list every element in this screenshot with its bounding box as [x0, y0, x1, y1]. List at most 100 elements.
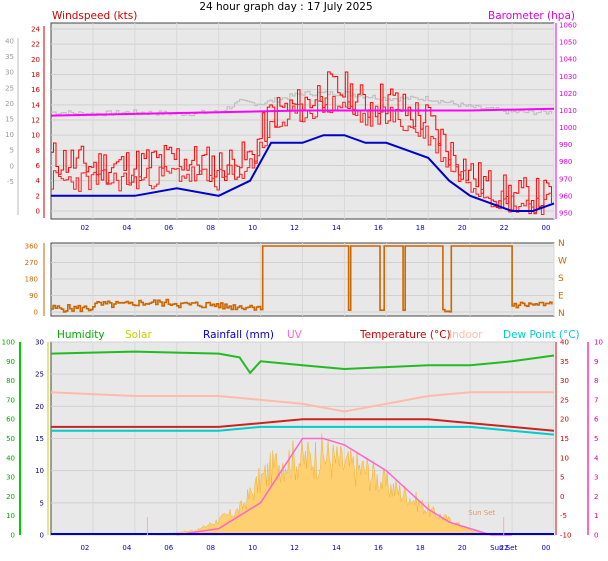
wind-tick-label: 8: [36, 147, 40, 155]
direction-degree-label: 90: [29, 292, 38, 300]
page-title: 24 hour graph day : 17 July 2025: [199, 1, 372, 13]
legend-label: Solar: [125, 329, 152, 341]
legend-label: Humidity: [57, 329, 105, 341]
humidity-tick-label: 80: [6, 377, 15, 385]
solar-tick-label: 25: [35, 371, 44, 379]
barometer-line: [50, 107, 555, 117]
compass-label: N: [558, 309, 565, 319]
uv-tick-label: 1: [594, 512, 598, 520]
wind-x-tick-label: 20: [458, 224, 467, 232]
wind-x-tick-label: 14: [332, 224, 341, 232]
sun-set-axis-label: Sun Set: [490, 544, 517, 552]
solar-tick-label: 0: [40, 532, 44, 540]
wind-average-smooth-line: [51, 134, 555, 212]
wind-tick-label: 20: [31, 56, 40, 64]
windspeed-label: Windspeed (kts): [52, 10, 137, 22]
legend-label: UV: [287, 329, 303, 341]
humidity-tick-label: 60: [6, 416, 15, 424]
wind-tick-label: 4: [36, 177, 41, 185]
indoor-pressure-line: [51, 90, 553, 117]
temperature-x-tick-label: 14: [332, 544, 341, 552]
wind-far-tick-label: 40: [5, 38, 14, 46]
barometer-tick-label: 1000: [559, 124, 577, 132]
wind-tick-label: 6: [36, 162, 41, 170]
wind-tick-label: 18: [31, 71, 40, 79]
wind-far-tick-label: 5: [10, 147, 14, 155]
temperature-panel-legend: Humidity Solar Rainfall (mm) UV Temperature …: [57, 329, 580, 341]
wind-far-tick-label: 25: [5, 84, 14, 92]
temperature-tick-label: 20: [560, 416, 569, 424]
uv-tick-label: 5: [594, 435, 598, 443]
barometer-label: Barometer (hpa): [488, 10, 575, 22]
direction-series: [51, 245, 553, 313]
barometer-tick-label: 1030: [559, 73, 577, 81]
legend-label: Indoor: [449, 329, 483, 341]
temperature-tick-label: 35: [560, 358, 569, 366]
humidity-tick-label: 50: [6, 435, 15, 443]
temperature-tick-label: -10: [560, 532, 571, 540]
barometer-tick-label: 970: [559, 175, 572, 183]
wind-x-tick-label: 18: [416, 224, 425, 232]
wind-tick-label: 14: [31, 101, 40, 109]
temperature-x-tick-label: 16: [374, 544, 383, 552]
temperature-x-tick-label: 06: [164, 544, 173, 552]
humidity-tick-label: 70: [6, 396, 15, 404]
humidity-tick-label: 40: [6, 454, 15, 462]
compass-label: E: [558, 292, 564, 302]
wind-far-tick-label: 0: [10, 162, 14, 170]
sun-set-label: Sun Set: [468, 509, 495, 517]
uv-tick-label: 3: [594, 474, 598, 482]
solar-tick-label: 15: [35, 435, 44, 443]
humidity-tick-label: 100: [2, 339, 15, 347]
wind-tick-label: 2: [36, 192, 40, 200]
barometer-tick-label: 1040: [559, 56, 577, 64]
humidity-tick-label: 30: [6, 474, 15, 482]
barometer-tick-label: 1060: [559, 22, 577, 30]
temperature-x-tick-label: 22: [500, 544, 509, 552]
uv-tick-label: 4: [594, 454, 599, 462]
temperature-tick-label: 30: [560, 377, 569, 385]
legend-label: Dew Point (°C): [503, 329, 580, 341]
wind-x-tick-label: 22: [500, 224, 509, 232]
temperature-series: [50, 350, 555, 536]
wind-x-axis: 02 04 06 08 10 12 14 16 18 20 22 00: [80, 224, 550, 232]
temperature-x-tick-label: 10: [248, 544, 257, 552]
temperature-tick-label: 15: [560, 435, 569, 443]
solar-axis: 30 25 20 15 10 5 0: [35, 339, 49, 540]
wind-far-tick-label: 15: [5, 116, 14, 124]
direction-degree-label: 270: [25, 259, 38, 267]
wind-tick-label: 10: [31, 132, 40, 140]
temperature-tick-label: 5: [560, 474, 564, 482]
wind-tick-label: 22: [31, 41, 40, 49]
wind-tick-label: 12: [31, 117, 40, 125]
wind-x-tick-label: 12: [290, 224, 299, 232]
compass-label: S: [558, 274, 564, 284]
temperature-x-tick-label: 20: [458, 544, 467, 552]
solar-tick-label: 10: [35, 467, 44, 475]
barometer-tick-label: 960: [559, 192, 572, 200]
temperature-x-tick-label: 08: [206, 544, 215, 552]
uv-tick-label: 6: [594, 416, 599, 424]
humidity-tick-label: 90: [6, 358, 15, 366]
wind-far-tick-label: 35: [5, 53, 14, 61]
wind-tick-label: 16: [31, 86, 40, 94]
humidity-tick-label: 20: [6, 493, 15, 501]
wind-x-tick-label: 00: [542, 224, 551, 232]
wind-tick-label: 24: [31, 26, 40, 34]
wind-left-far-axis: 40 35 30 25 20 15 10 5 0 -5: [5, 38, 19, 215]
wind-x-tick-label: 06: [164, 224, 173, 232]
humidity-tick-label: 0: [11, 532, 15, 540]
humidity-tick-label: 10: [6, 512, 15, 520]
barometer-axis: 1060 1050 1040 1030 1020 1010 1000 990 980 970 960…: [555, 22, 577, 219]
dew-point-line: [51, 425, 555, 436]
uv-tick-label: 9: [594, 358, 598, 366]
barometer-tick-label: 990: [559, 141, 572, 149]
wind-x-tick-label: 02: [80, 224, 89, 232]
direction-degree-label: 360: [25, 243, 38, 251]
direction-degree-label: 0: [34, 309, 38, 317]
